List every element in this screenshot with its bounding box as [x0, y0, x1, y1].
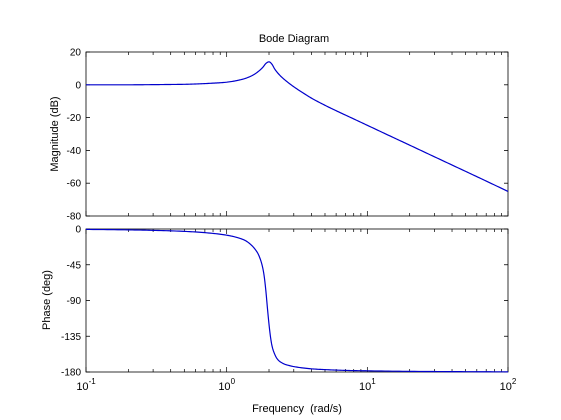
phase-ytick-label: -90 [67, 296, 82, 307]
magnitude-ylabel: Magnitude (dB) [49, 96, 61, 171]
magnitude-ytick-label: -80 [67, 212, 82, 223]
phase-ylabel: Phase (deg) [41, 270, 53, 330]
phase-axes: 0 -45 -90 -135 -180 10-1 100 101 102 [61, 225, 517, 394]
magnitude-axes: 20 0 -20 -40 -60 -80 [67, 48, 509, 223]
phase-ytick-label: -135 [61, 332, 81, 343]
magnitude-ytick-label: -20 [67, 113, 82, 124]
magnitude-ytick-label: 0 [75, 80, 81, 91]
chart-title: Bode Diagram [259, 33, 329, 45]
frequency-xtick-label: 10-1 [76, 377, 96, 393]
magnitude-series-line [86, 61, 509, 192]
magnitude-ytick-label: -60 [67, 179, 82, 190]
frequency-xlabel: Frequency (rad/s) [252, 403, 342, 415]
frequency-xtick-label: 100 [218, 377, 235, 393]
phase-ytick-label: -45 [67, 260, 82, 271]
magnitude-ytick-label: -40 [67, 146, 82, 157]
phase-ytick-label: -180 [61, 368, 81, 379]
phase-series-line [85, 228, 509, 373]
magnitude-ytick-label: 20 [70, 48, 82, 59]
frequency-xtick-label: 101 [359, 377, 376, 393]
frequency-xtick-label: 102 [500, 377, 517, 393]
phase-ytick-label: 0 [75, 225, 81, 236]
magnitude-plot-box [85, 51, 509, 217]
